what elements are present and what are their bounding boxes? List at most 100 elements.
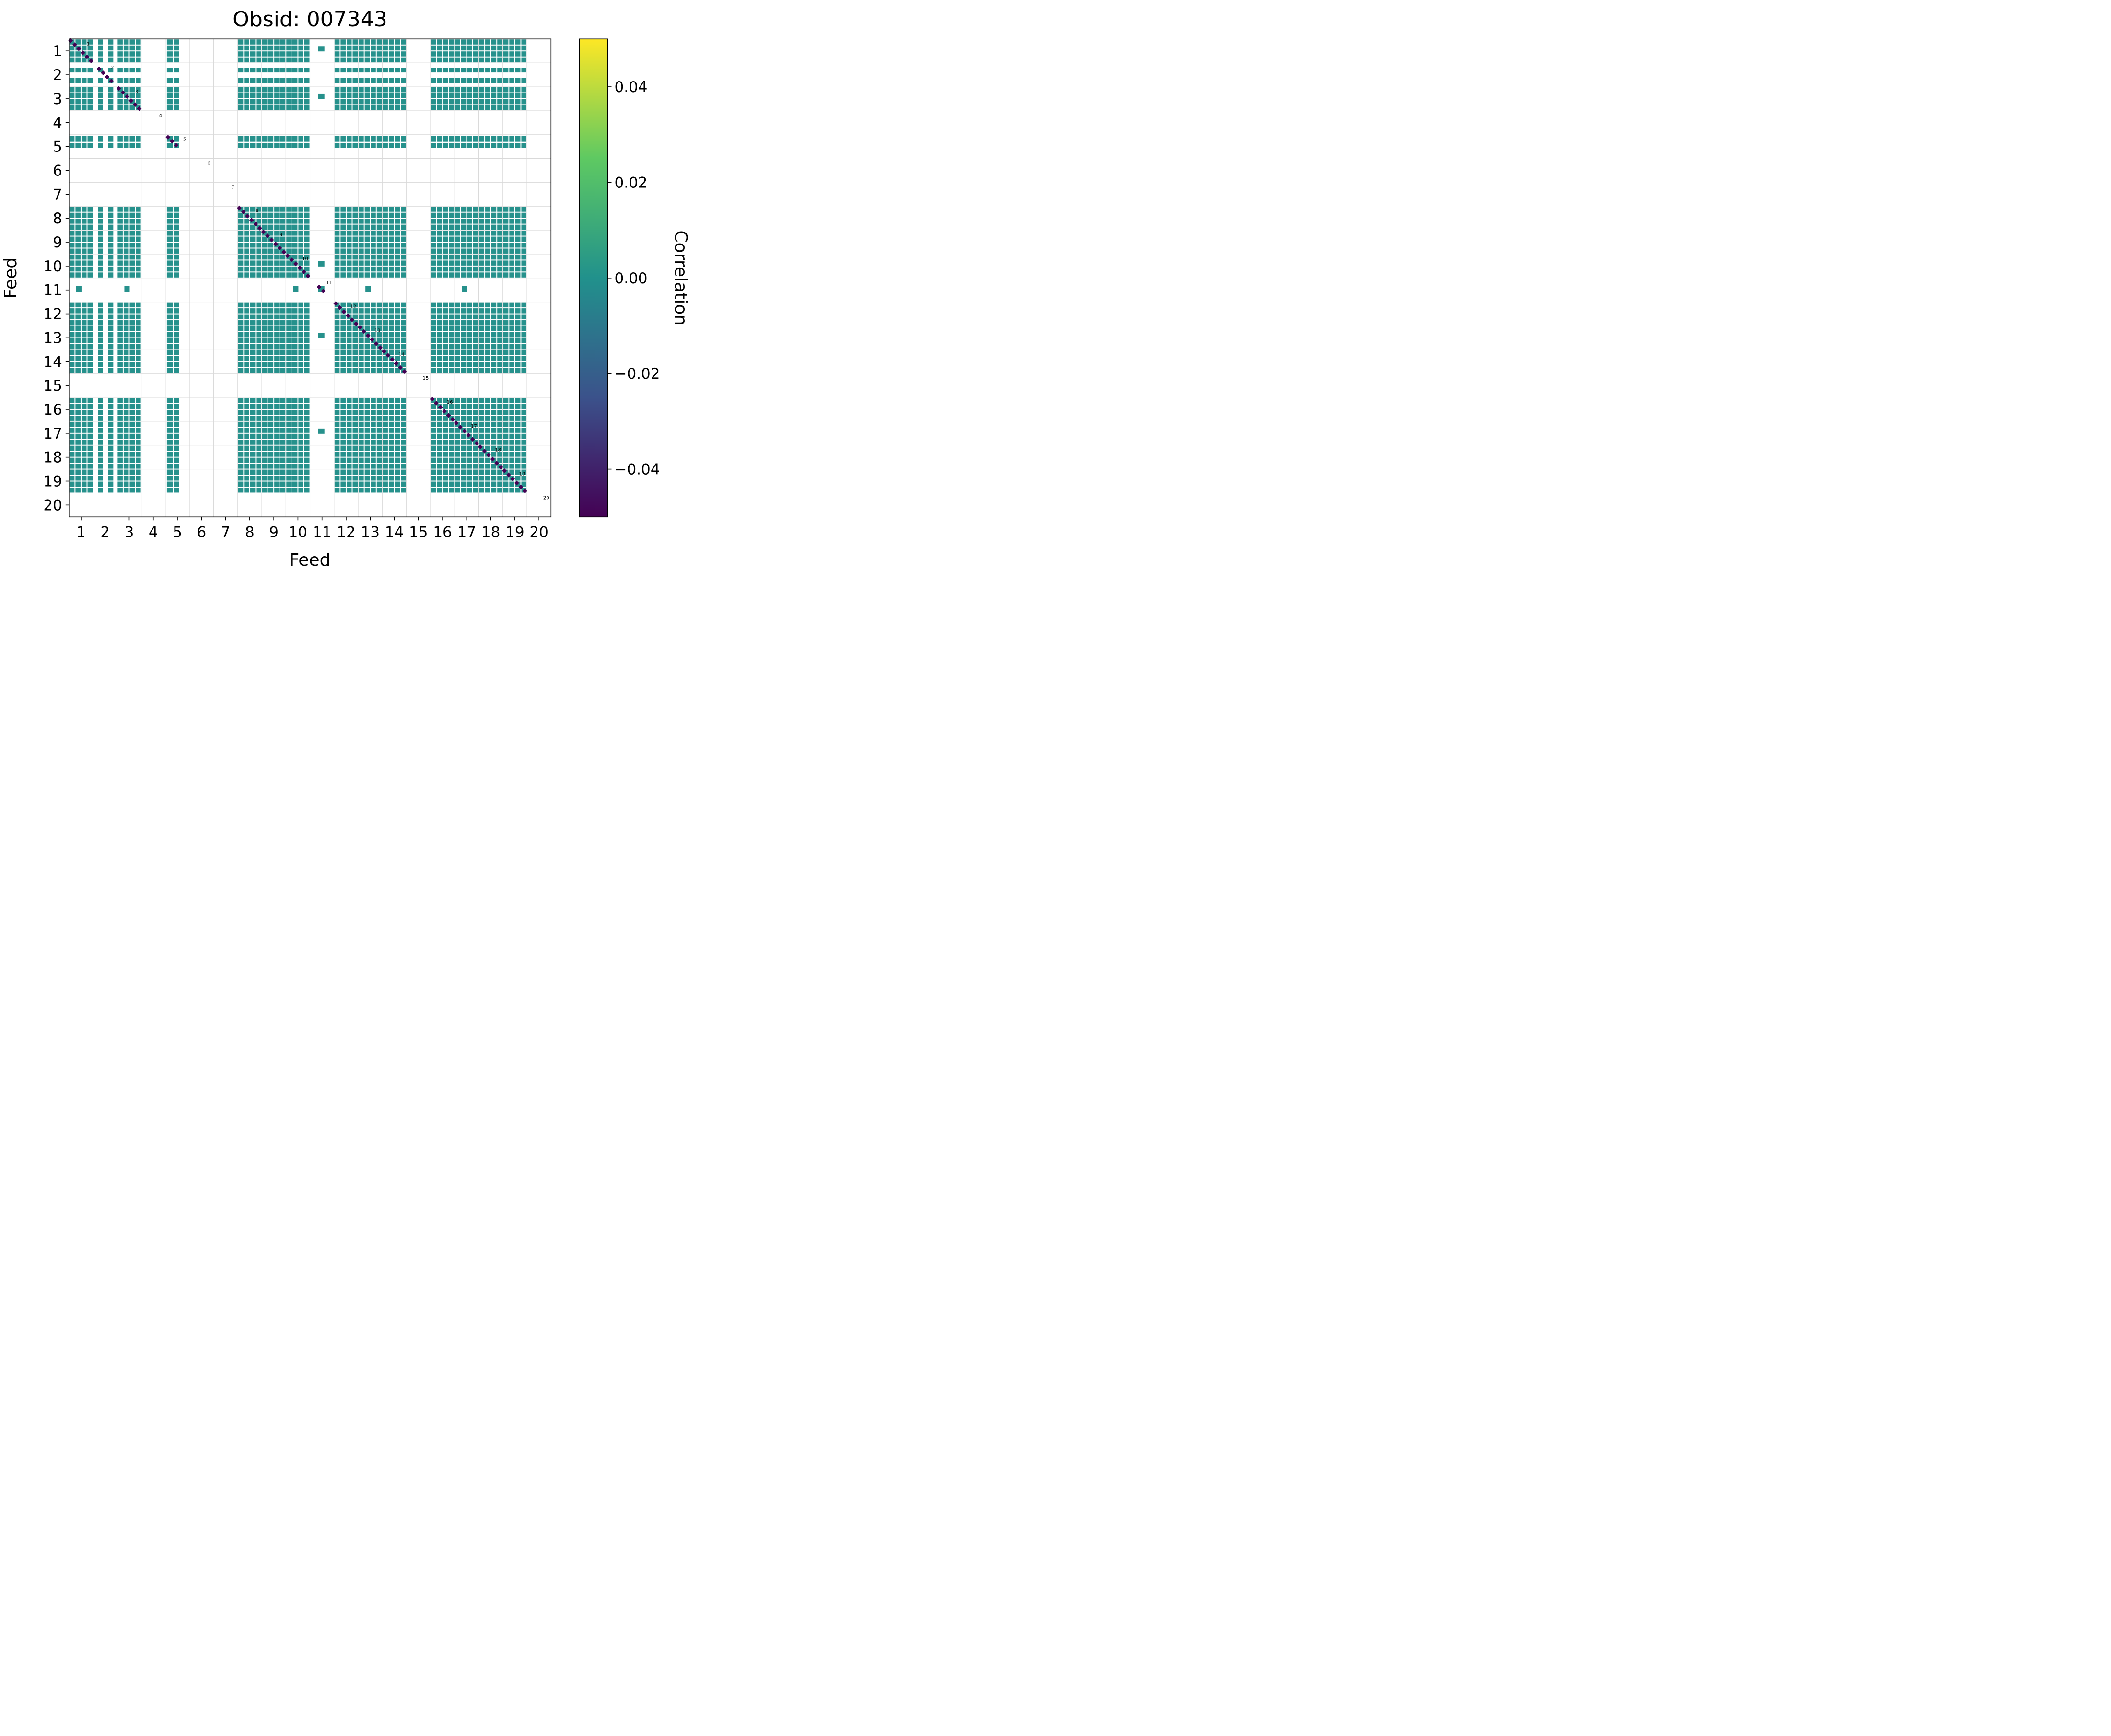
- heatmap-cell: [292, 78, 298, 83]
- heatmap-cell: [129, 231, 135, 236]
- heatmap-cell: [395, 445, 400, 451]
- heatmap-cell: [503, 452, 509, 457]
- heatmap-cell: [256, 212, 261, 218]
- heatmap-cell: [431, 368, 436, 373]
- heatmap-cell: [376, 421, 382, 427]
- heatmap-cell: [352, 302, 358, 308]
- heatmap-cell: [87, 78, 93, 83]
- heatmap-cell: [334, 457, 340, 463]
- heatmap-cell: [274, 469, 280, 475]
- heatmap-cell: [491, 350, 497, 355]
- heatmap-cell: [334, 236, 340, 242]
- heatmap-cell: [479, 236, 485, 242]
- heatmap-cell: [473, 219, 478, 224]
- y-tick-label: 5: [53, 139, 62, 156]
- heatmap-cell: [262, 78, 268, 83]
- heatmap-cell: [521, 416, 527, 421]
- heatmap-cell: [286, 78, 292, 83]
- heatmap-cell: [371, 481, 376, 487]
- heatmap-cell: [304, 404, 310, 409]
- heatmap-cell: [473, 207, 478, 212]
- heatmap-cell: [455, 481, 460, 487]
- heatmap-cell: [497, 350, 502, 355]
- heatmap-cell: [69, 416, 75, 421]
- heatmap-cell: [497, 320, 502, 326]
- heatmap-cell: [497, 57, 502, 63]
- heatmap-cell: [359, 416, 364, 421]
- heatmap-cell: [467, 308, 472, 314]
- heatmap-cell: [69, 320, 75, 326]
- heatmap-cell: [268, 362, 274, 367]
- heatmap-cell: [401, 350, 406, 355]
- heatmap-cell: [346, 356, 352, 361]
- heatmap-cell: [401, 87, 406, 93]
- heatmap-cell: [376, 93, 382, 98]
- heatmap-cell: [268, 416, 274, 421]
- y-tick-label: 4: [53, 115, 62, 132]
- heatmap-cell: [250, 93, 256, 98]
- heatmap-cell: [238, 45, 244, 51]
- heatmap-cell: [485, 416, 490, 421]
- heatmap-cell: [174, 260, 179, 266]
- heatmap-cell: [136, 326, 141, 331]
- heatmap-cell: [87, 93, 93, 98]
- heatmap-cell: [485, 433, 490, 439]
- heatmap-cell: [388, 39, 394, 45]
- heatmap-cell: [166, 236, 173, 242]
- heatmap-cell: [395, 326, 400, 331]
- heatmap-cell: [268, 320, 274, 326]
- heatmap-cell: [304, 51, 310, 57]
- heatmap-cell: [69, 99, 75, 105]
- heatmap-cell: [274, 272, 280, 278]
- heatmap-cell: [76, 286, 82, 292]
- heatmap-cell: [449, 99, 455, 105]
- heatmap-cell: [346, 487, 352, 493]
- heatmap-cell: [108, 452, 114, 457]
- heatmap-cell: [244, 481, 249, 487]
- heatmap-cell: [166, 409, 173, 415]
- heatmap-cell: [449, 428, 455, 433]
- heatmap-cell: [75, 320, 81, 326]
- heatmap-cell: [515, 445, 521, 451]
- heatmap-cell: [256, 272, 261, 278]
- heatmap-cell: [238, 39, 244, 45]
- heatmap-cell: [340, 476, 346, 481]
- heatmap-cell: [485, 254, 490, 260]
- heatmap-cell: [485, 243, 490, 248]
- heatmap-cell: [395, 350, 400, 355]
- heatmap-cell: [244, 332, 249, 338]
- heatmap-cell: [280, 445, 286, 451]
- heatmap-cell: [268, 338, 274, 343]
- heatmap-cell: [515, 78, 521, 83]
- heatmap-cell: [388, 421, 394, 427]
- heatmap-cell: [280, 105, 286, 110]
- heatmap-cell: [509, 68, 514, 73]
- heatmap-cell: [503, 68, 509, 73]
- heatmap-cell: [166, 302, 173, 308]
- heatmap-cell: [455, 332, 460, 338]
- heatmap-cell: [87, 51, 93, 57]
- heatmap-cell: [352, 452, 358, 457]
- heatmap-cell: [401, 469, 406, 475]
- heatmap-cell: [485, 356, 490, 361]
- heatmap-cell: [304, 487, 310, 493]
- heatmap-cell: [515, 440, 521, 445]
- heatmap-cell: [376, 57, 382, 63]
- heatmap-cell: [346, 326, 352, 331]
- heatmap-cell: [371, 45, 376, 51]
- heatmap-cell: [262, 68, 268, 73]
- heatmap-cell: [98, 326, 103, 331]
- heatmap-cell: [274, 476, 280, 481]
- heatmap-cell: [108, 68, 114, 73]
- heatmap-cell: [292, 39, 298, 45]
- heatmap-cell: [449, 45, 455, 51]
- heatmap-cell: [455, 428, 460, 433]
- heatmap-cell: [334, 332, 340, 338]
- heatmap-cell: [395, 368, 400, 373]
- heatmap-cell: [461, 236, 467, 242]
- heatmap-cell: [268, 356, 274, 361]
- heatmap-cell: [81, 344, 87, 350]
- colorbar-label: Correlation: [671, 231, 690, 326]
- diagonal-feed-number: 5: [183, 137, 186, 142]
- diagonal-feed-number: 10: [302, 256, 308, 262]
